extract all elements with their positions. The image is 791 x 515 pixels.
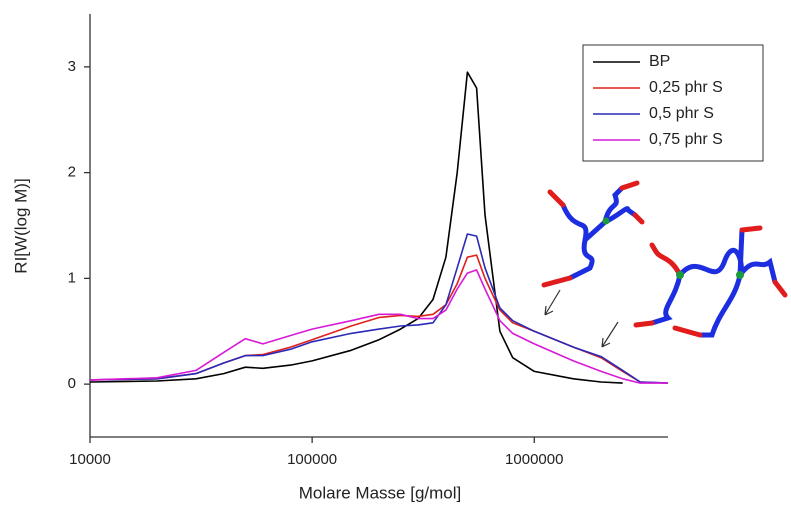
x-axis-label: Molare Masse [g/mol] [299,483,462,502]
y-tick-label: 3 [68,58,76,75]
series-line [89,269,668,384]
x-tick-label: 1000000 [505,451,563,468]
legend-label: BP [649,53,670,70]
arrows [544,289,619,348]
y-tick-label: 1 [68,269,76,286]
legend-label: 0,5 phr S [649,105,714,122]
series-line [89,233,669,384]
legend-label: 0,25 phr S [649,79,723,96]
y-axis-label: RI[W(log M)] [11,178,30,273]
y-tick-label: 0 [68,375,76,392]
y-tick-label: 2 [68,164,76,181]
legend-label: 0,75 phr S [649,131,723,148]
x-tick-label: 10000 [69,451,111,468]
series-line [89,71,623,384]
x-tick-label: 100000 [287,451,337,468]
legend-box [582,44,764,162]
molecule-illustration [541,180,788,338]
